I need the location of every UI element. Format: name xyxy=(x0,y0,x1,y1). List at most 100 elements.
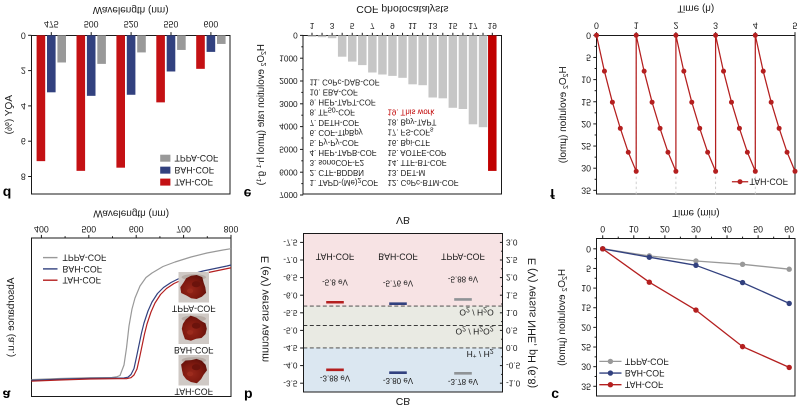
svg-text:0: 0 xyxy=(586,30,591,40)
svg-text:500: 500 xyxy=(84,19,99,29)
svg-text:800: 800 xyxy=(224,224,239,234)
svg-text:a: a xyxy=(3,388,11,404)
svg-text:3: 3 xyxy=(713,20,718,30)
svg-text:0.5: 0.5 xyxy=(506,326,518,336)
svg-text:TPPA-COF: TPPA-COF xyxy=(441,252,485,262)
svg-text:9: 9 xyxy=(390,21,395,31)
svg-text:10: 10 xyxy=(629,224,639,234)
svg-text:-4.0: -4.0 xyxy=(283,361,298,371)
svg-text:0: 0 xyxy=(293,31,298,41)
svg-text:Wavelength (nm): Wavelength (nm) xyxy=(93,208,169,219)
svg-text:-5.5: -5.5 xyxy=(283,308,298,318)
svg-text:0.0: 0.0 xyxy=(506,343,518,353)
svg-text:0: 0 xyxy=(21,30,26,40)
svg-text:AQY (%): AQY (%) xyxy=(4,95,15,134)
svg-text:10. EBA-COF: 10. EBA-COF xyxy=(310,88,358,97)
svg-text:b: b xyxy=(244,388,253,404)
svg-text:7: 7 xyxy=(370,21,375,31)
svg-text:-6.5: -6.5 xyxy=(283,273,298,283)
svg-text:5. Py-Py-COF: 5. Py-Py-COF xyxy=(310,138,359,147)
svg-text:BAH-COF: BAH-COF xyxy=(174,345,214,355)
svg-text:-3.80 eV: -3.80 eV xyxy=(383,376,414,385)
svg-text:50: 50 xyxy=(753,224,763,234)
svg-text:20: 20 xyxy=(581,119,591,129)
svg-text:0: 0 xyxy=(600,224,605,234)
svg-text:-5.8 eV: -5.8 eV xyxy=(322,277,348,286)
svg-text:5: 5 xyxy=(586,263,591,273)
svg-text:6: 6 xyxy=(21,136,26,146)
svg-text:-5.76 eV: -5.76 eV xyxy=(383,279,414,288)
svg-text:CB: CB xyxy=(396,395,411,407)
svg-text:H2​O2​ evolution (µmol): H2​O2​ evolution (µmol) xyxy=(557,269,569,366)
svg-text:30: 30 xyxy=(691,224,701,234)
svg-text:TPPA-COF: TPPA-COF xyxy=(172,304,216,314)
svg-text:4: 4 xyxy=(753,20,758,30)
svg-text:40: 40 xyxy=(722,224,732,234)
svg-text:f: f xyxy=(550,186,555,202)
svg-text:2.5: 2.5 xyxy=(506,255,518,265)
svg-text:1.5: 1.5 xyxy=(506,290,518,300)
svg-text:30: 30 xyxy=(581,362,591,372)
svg-text:-3.88 eV: -3.88 eV xyxy=(320,373,351,382)
svg-text:600: 600 xyxy=(129,224,144,234)
svg-text:2000: 2000 xyxy=(279,76,298,86)
svg-text:COF photocatalysts: COF photocatalysts xyxy=(356,3,448,15)
svg-text:H2​O2​ evolution rate (µmol h-: H2​O2​ evolution rate (µmol h-1​ g-1​) xyxy=(256,44,268,185)
svg-text:O2​ / H2​O: O2​ / H2​O xyxy=(459,305,494,317)
svg-text:e: e xyxy=(244,186,252,202)
svg-text:475: 475 xyxy=(44,19,59,29)
svg-text:TAH-COF: TAH-COF xyxy=(625,380,664,390)
svg-text:700: 700 xyxy=(176,224,191,234)
svg-text:2. CTF-BDDBN: 2. CTF-BDDBN xyxy=(310,168,365,177)
svg-text:1000: 1000 xyxy=(279,53,298,63)
svg-text:30: 30 xyxy=(581,163,591,173)
svg-text:0: 0 xyxy=(594,20,599,30)
svg-text:10: 10 xyxy=(581,75,591,85)
svg-text:1: 1 xyxy=(634,20,639,30)
svg-text:c: c xyxy=(551,388,559,404)
svg-text:500: 500 xyxy=(81,224,96,234)
svg-text:60: 60 xyxy=(784,224,794,234)
svg-text:Time (min): Time (min) xyxy=(672,207,719,218)
svg-text:11: 11 xyxy=(408,21,417,31)
svg-text:5: 5 xyxy=(350,21,355,31)
svg-text:H2​O2​ evolution (µmol): H2​O2​ evolution (µmol) xyxy=(558,66,570,163)
svg-text:25: 25 xyxy=(581,342,591,352)
svg-text:13: 13 xyxy=(428,21,438,31)
svg-text:TAH-COF: TAH-COF xyxy=(316,252,355,262)
svg-text:TPPA-COF: TPPA-COF xyxy=(175,153,219,163)
svg-text:8: 8 xyxy=(21,172,26,182)
svg-text:16. Bpi-CTF: 16. Bpi-CTF xyxy=(388,138,431,147)
svg-text:2: 2 xyxy=(21,66,26,76)
svg-text:BAH-COF: BAH-COF xyxy=(63,264,103,274)
svg-text:600: 600 xyxy=(204,19,219,29)
svg-text:-5.0: -5.0 xyxy=(283,326,298,336)
svg-text:TAH-COF: TAH-COF xyxy=(750,177,789,187)
svg-text:2: 2 xyxy=(673,20,678,30)
svg-text:0: 0 xyxy=(586,244,591,254)
svg-text:-6.0: -6.0 xyxy=(283,290,298,300)
svg-text:Absorbance (a.u.): Absorbance (a.u.) xyxy=(6,278,17,358)
svg-text:H+​ / H2​: H+​ / H2​ xyxy=(467,347,494,359)
svg-text:18. Bpy-TAPT: 18. Bpy-TAPT xyxy=(388,118,437,127)
svg-text:5000: 5000 xyxy=(279,145,298,155)
svg-text:4000: 4000 xyxy=(279,122,298,132)
svg-text:20: 20 xyxy=(581,322,591,332)
svg-text:TPPA-COF: TPPA-COF xyxy=(625,356,669,366)
svg-text:14. TTF-BT-COF: 14. TTF-BT-COF xyxy=(388,158,447,167)
svg-text:4. HEP-TAPB-COF: 4. HEP-TAPB-COF xyxy=(310,148,377,157)
svg-text:15: 15 xyxy=(581,97,591,107)
svg-text:17. FS-COFs​: 17. FS-COFs​ xyxy=(388,126,435,137)
svg-text:-5.88 eV: -5.88 eV xyxy=(448,274,479,283)
svg-text:d: d xyxy=(3,186,12,202)
svg-text:3. sonoCOF-F2: 3. sonoCOF-F2 xyxy=(310,158,364,167)
svg-text:E (eV) versus vacuum: E (eV) versus vacuum xyxy=(260,256,272,362)
svg-text:1. TAPD-(Me)2​COF: 1. TAPD-(Me)2​COF xyxy=(310,176,379,187)
svg-text:520: 520 xyxy=(124,19,139,29)
svg-text:TAH-COF: TAH-COF xyxy=(175,387,214,397)
svg-text:-0.5: -0.5 xyxy=(506,361,521,371)
svg-text:-3.5: -3.5 xyxy=(283,378,298,388)
svg-text:1: 1 xyxy=(310,21,315,31)
svg-text:3000: 3000 xyxy=(279,99,298,109)
svg-text:3.0: 3.0 xyxy=(506,238,518,248)
